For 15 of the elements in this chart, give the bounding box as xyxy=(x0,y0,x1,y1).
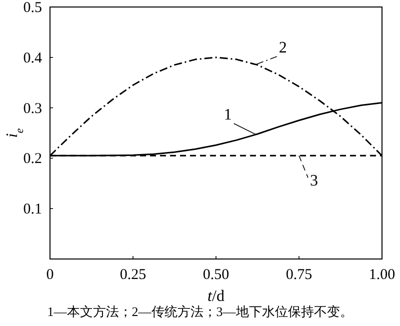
x-tick-label: 1.00 xyxy=(368,267,396,283)
x-tick-label: 0 xyxy=(46,267,54,283)
text: 1—本文方法；2—传统方法；3—地下水位保持不变。 xyxy=(47,304,353,319)
y-tick-label: 0.2 xyxy=(23,151,42,168)
series-label: 1 xyxy=(224,106,232,124)
x-tick-label: 0.75 xyxy=(286,267,312,283)
legend-label: 3 xyxy=(310,172,318,190)
y-tick-label: 0.5 xyxy=(23,0,42,16)
x-axis-title: t/d xyxy=(208,288,224,305)
series-label: 2 xyxy=(278,40,287,57)
y-tick-label: 0.4 xyxy=(23,50,42,66)
y-tick-label: 0.3 xyxy=(23,100,42,117)
y-tick-label: 0.1 xyxy=(23,202,42,218)
x-tick-label: 0.50 xyxy=(202,267,230,283)
x-tick-label: 0.25 xyxy=(120,267,146,283)
